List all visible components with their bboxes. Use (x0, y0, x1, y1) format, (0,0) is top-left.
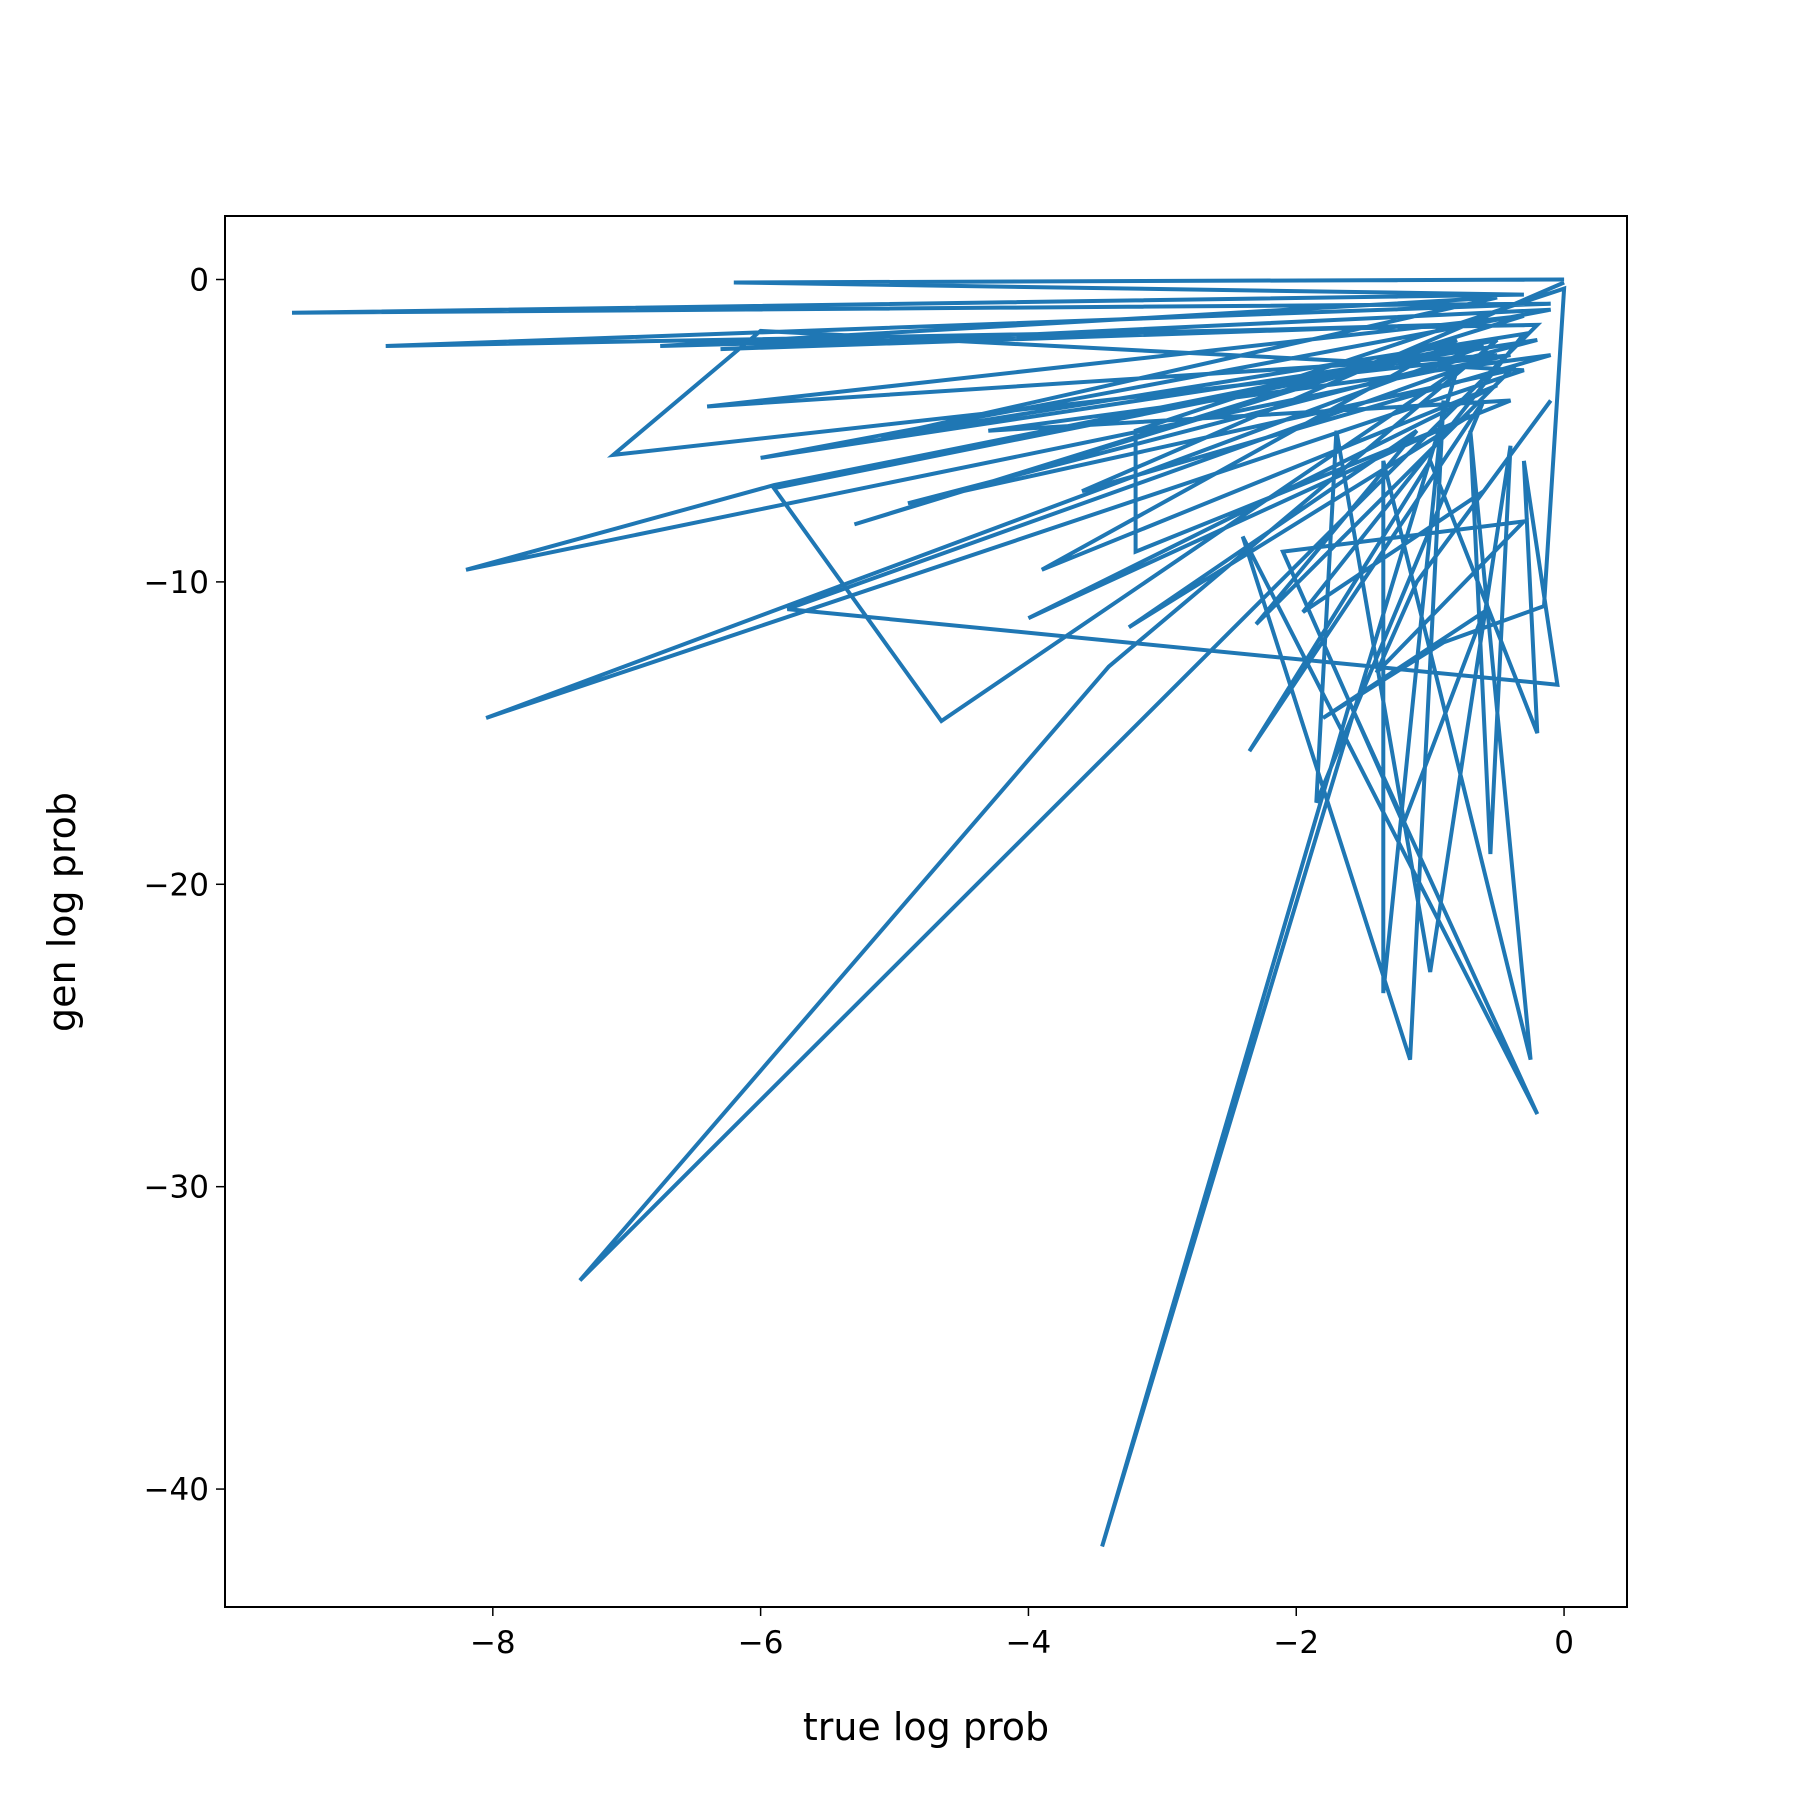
x-tick-label: −8 (470, 1625, 516, 1661)
y-tick-label: −30 (144, 1170, 209, 1206)
x-tick-label: −2 (1273, 1625, 1319, 1661)
y-axis-label: gen log prob (40, 792, 84, 1032)
y-tick-label: 0 (189, 263, 209, 299)
plot-frame (224, 215, 1628, 1608)
x-tick-label: 0 (1554, 1625, 1574, 1661)
x-tick-label: −6 (738, 1625, 784, 1661)
y-tick-label: −40 (144, 1472, 209, 1508)
y-tick-label: −10 (144, 565, 209, 601)
line-series (291, 277, 1567, 1548)
x-axis-label: true log prob (803, 1705, 1049, 1749)
x-tick-label: −4 (1006, 1625, 1052, 1661)
y-tick-label: −20 (144, 867, 209, 903)
